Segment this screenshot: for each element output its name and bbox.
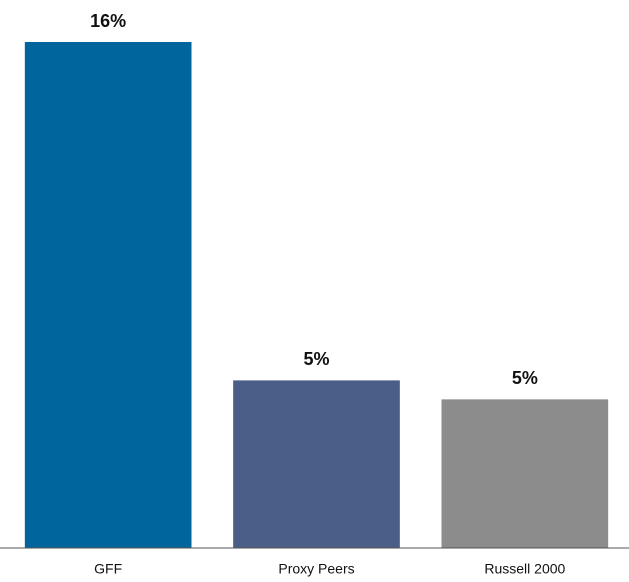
bar <box>233 380 400 548</box>
value-label: 5% <box>512 368 538 388</box>
bar <box>24 42 192 548</box>
x-tick-label: GFF <box>94 561 122 577</box>
value-label: 5% <box>303 349 329 369</box>
x-tick-label: Proxy Peers <box>278 561 354 577</box>
x-tick-label: Russell 2000 <box>484 561 565 577</box>
value-label: 16% <box>90 11 126 31</box>
bar <box>441 399 609 548</box>
